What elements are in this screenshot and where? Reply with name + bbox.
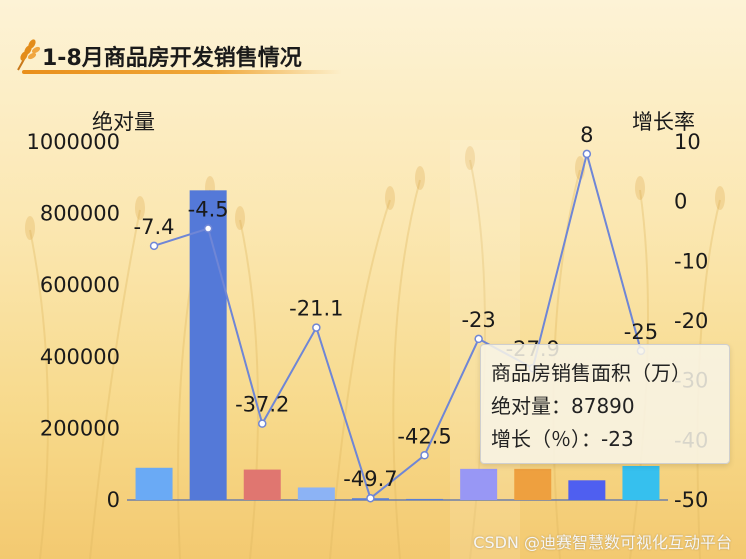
left-tick-label: 0	[107, 488, 120, 512]
data-label: -49.7	[343, 467, 397, 491]
left-tick-label: 1000000	[26, 130, 120, 154]
line-point[interactable]	[312, 323, 321, 332]
right-tick-label: -50	[674, 488, 708, 512]
line-point[interactable]	[366, 493, 375, 503]
line-point[interactable]	[149, 241, 159, 251]
data-label: -42.5	[397, 424, 451, 448]
right-tick-label: -10	[674, 249, 708, 273]
data-label: -37.2	[235, 393, 289, 417]
left-tick-label: 200000	[40, 416, 120, 440]
bar[interactable]	[135, 467, 173, 500]
bar[interactable]	[297, 487, 335, 500]
bar[interactable]	[243, 469, 281, 500]
left-tick-label: 600000	[40, 273, 120, 297]
data-label: -7.4	[134, 215, 175, 239]
bar[interactable]	[622, 465, 660, 500]
right-tick-label: 0	[674, 190, 687, 214]
growth-line	[153, 150, 642, 500]
bar[interactable]	[406, 498, 444, 500]
tooltip: 商品房销售面积（万） 绝对量：87890 增长（％）：-23	[480, 344, 730, 464]
data-label: -25	[624, 320, 658, 344]
watermark: CSDN @迪赛智慧数可视化互动平台	[473, 533, 732, 552]
line-point[interactable]	[420, 451, 429, 460]
chart-title: 1-8月商品房开发销售情况	[42, 46, 302, 71]
right-axis-title: 增长率	[632, 110, 695, 134]
tooltip-value: 绝对量：87890	[491, 394, 635, 418]
left-tick-label: 800000	[40, 202, 120, 226]
left-axis-title: 绝对量	[92, 110, 155, 134]
data-label: -23	[461, 308, 495, 332]
line-point[interactable]	[582, 149, 592, 159]
right-tick-label: -20	[674, 309, 708, 333]
tooltip-growth: 增长（％）：-23	[491, 427, 634, 451]
line-point[interactable]	[203, 224, 213, 233]
bar[interactable]	[460, 468, 498, 500]
bar[interactable]	[189, 190, 227, 500]
bar[interactable]	[514, 468, 552, 500]
right-tick-label: 10	[674, 130, 701, 154]
wheat-icon	[17, 39, 41, 71]
line-point[interactable]	[474, 334, 483, 344]
data-label: -4.5	[188, 198, 229, 222]
line-point[interactable]	[258, 419, 267, 428]
data-label: 8	[580, 123, 593, 147]
chart-title-bar: 1-8月商品房开发销售情况	[12, 36, 342, 76]
title-underline	[22, 70, 342, 74]
tooltip-series-name: 商品房销售面积（万）	[491, 361, 691, 385]
left-tick-label: 400000	[40, 345, 120, 369]
bar[interactable]	[568, 480, 606, 500]
data-label: -21.1	[289, 297, 343, 321]
